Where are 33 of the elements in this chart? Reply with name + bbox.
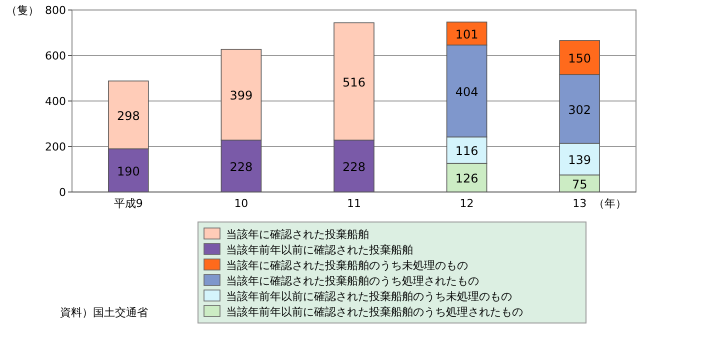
data-label: 399 <box>230 88 253 103</box>
legend-label: 当該年前年以前に確認された投棄船舶 <box>226 244 413 256</box>
data-label: 190 <box>116 164 140 178</box>
data-label: 139 <box>568 153 592 168</box>
y-tick-label: 0 <box>59 186 66 199</box>
data-label: 116 <box>455 144 478 158</box>
x-tick-label: 13 <box>572 197 587 210</box>
data-label: 101 <box>455 28 478 42</box>
y-tick-label: 600 <box>45 50 66 62</box>
data-label: 404 <box>455 84 478 99</box>
x-tick-label: 平成9 <box>114 197 143 210</box>
legend-label: 当該年に確認された投棄船舶 <box>226 228 369 241</box>
data-label: 228 <box>342 160 366 174</box>
text: 資料）国土交通省 <box>60 306 148 319</box>
y-tick-label: 800 <box>45 4 66 17</box>
y-tick-label: 400 <box>45 95 66 108</box>
legend-label: 当該年に確認された投棄船舶のうち処理されたもの <box>226 274 479 288</box>
data-label: 150 <box>568 52 592 66</box>
legend-label: 当該年に確認された投棄船舶のうち未処理のもの <box>226 259 468 272</box>
data-label: 302 <box>568 102 592 117</box>
legend-label: 当該年前年以前に確認された投棄船舶のうち処理されたもの <box>226 306 523 318</box>
x-axis-title: （年） <box>594 197 627 210</box>
legend-label: 当該年前年以前に確認された投棄船舶のうち未処理のもの <box>226 290 512 303</box>
data-label: 298 <box>116 108 140 123</box>
x-tick-label: 10 <box>234 197 248 210</box>
data-label: 75 <box>572 177 588 192</box>
x-tick-label: 12 <box>460 197 474 210</box>
x-tick-label: 11 <box>347 197 361 210</box>
data-label: 126 <box>455 172 478 186</box>
y-tick-label: 200 <box>45 140 66 154</box>
data-label: 228 <box>230 160 253 174</box>
y-axis-title: （隻） <box>6 4 39 17</box>
data-label: 516 <box>342 75 366 90</box>
